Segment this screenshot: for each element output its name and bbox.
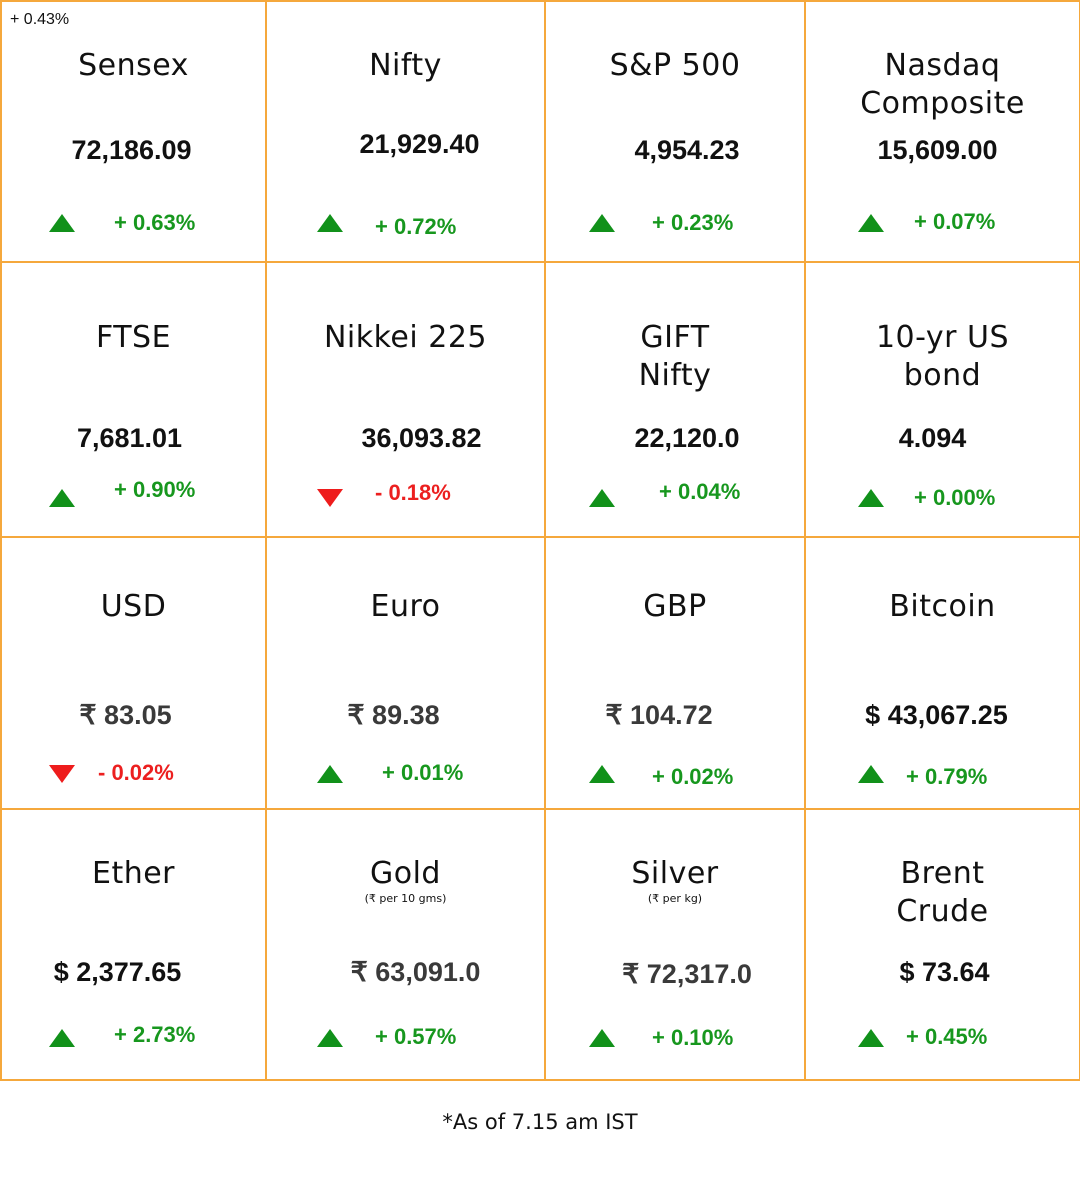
up-arrow-icon	[49, 1029, 75, 1047]
percent-change: + 0.10%	[652, 1025, 734, 1050]
percent-change: + 0.04%	[659, 479, 741, 504]
percent-change: + 0.00%	[914, 485, 996, 510]
instrument-name: USD	[100, 589, 167, 624]
market-tile: Silver (₹ per kg) ₹ 72,317.0 + 0.10%	[544, 808, 806, 1081]
market-tile: Brent Crude $ 73.64 + 0.45%	[804, 808, 1080, 1081]
instrument-value: ₹ 104.72	[605, 700, 713, 730]
market-grid: Sensex 72,186.09 + 0.63% Nifty 21,929.40 + 0.…	[0, 0, 1080, 1081]
instrument-name: Ether	[91, 856, 176, 891]
market-tile: GBP ₹ 104.72 + 0.02%	[544, 536, 806, 810]
up-arrow-icon	[858, 214, 884, 232]
up-arrow-icon	[589, 765, 615, 783]
instrument-value: 21,929.40	[359, 129, 480, 159]
up-arrow-icon	[317, 765, 343, 783]
instrument-value: 15,609.00	[877, 135, 998, 165]
up-arrow-icon	[858, 765, 884, 783]
instrument-name: Nasdaq Composite	[860, 48, 1025, 121]
market-tile: S&P 500 4,954.23 + 0.23%	[544, 0, 806, 263]
instrument-name: Gold	[370, 856, 441, 891]
timestamp-footnote: *As of 7.15 am IST	[442, 1110, 638, 1134]
instrument-name: S&P 500	[609, 48, 741, 83]
down-arrow-icon	[49, 765, 75, 783]
instrument-value: $ 73.64	[899, 957, 990, 987]
percent-change: + 0.90%	[114, 477, 196, 502]
instrument-name: Brent Crude	[896, 856, 989, 929]
stray-change-label: + 0.43%	[10, 11, 70, 28]
market-tile: Ether $ 2,377.65 + 2.73%	[0, 808, 267, 1081]
market-tile: USD ₹ 83.05 - 0.02%	[0, 536, 267, 810]
instrument-value: ₹ 63,091.0	[350, 957, 481, 987]
instrument-name: Nifty	[369, 48, 442, 83]
instrument-name: Silver	[631, 856, 719, 891]
market-tile: Gold (₹ per 10 gms) ₹ 63,091.0 + 0.57%	[265, 808, 546, 1081]
instrument-name: Nikkei 225	[323, 320, 488, 355]
percent-change: + 0.63%	[114, 210, 196, 235]
instrument-value: $ 2,377.65	[53, 957, 182, 987]
percent-change: + 2.73%	[114, 1022, 196, 1047]
percent-change: + 0.45%	[906, 1024, 988, 1049]
up-arrow-icon	[49, 214, 75, 232]
market-tile: Bitcoin $ 43,067.25 + 0.79%	[804, 536, 1080, 810]
instrument-value: 4,954.23	[634, 135, 740, 165]
instrument-value: 36,093.82	[361, 423, 482, 453]
market-tile: 10-yr US bond 4.094 + 0.00%	[804, 261, 1080, 538]
market-tile: Sensex 72,186.09 + 0.63%	[0, 0, 267, 263]
up-arrow-icon	[858, 1029, 884, 1047]
instrument-value: 72,186.09	[71, 135, 192, 165]
instrument-value: ₹ 72,317.0	[622, 959, 752, 989]
percent-change: + 0.79%	[906, 764, 988, 789]
instrument-name: Euro	[370, 589, 441, 624]
market-tile: Nikkei 225 36,093.82 - 0.18%	[265, 261, 546, 538]
instrument-name: GIFT Nifty	[638, 320, 712, 393]
up-arrow-icon	[589, 1029, 615, 1047]
unit-note: (₹ per kg)	[647, 892, 703, 905]
percent-change: + 0.02%	[652, 764, 734, 789]
percent-change: + 0.01%	[382, 760, 464, 785]
percent-change: + 0.72%	[375, 214, 457, 239]
instrument-value: ₹ 83.05	[79, 700, 172, 730]
instrument-name: Bitcoin	[889, 589, 996, 624]
instrument-name: Sensex	[78, 48, 189, 83]
instrument-value: 22,120.0	[634, 423, 740, 453]
percent-change: - 0.18%	[375, 480, 451, 505]
instrument-name: 10-yr US bond	[875, 320, 1010, 393]
instrument-value: ₹ 89.38	[347, 700, 440, 730]
up-arrow-icon	[858, 489, 884, 507]
instrument-name: GBP	[643, 589, 707, 624]
percent-change: + 0.57%	[375, 1024, 457, 1049]
instrument-value: $ 43,067.25	[865, 700, 1008, 730]
market-tile: Nifty 21,929.40 + 0.72%	[265, 0, 546, 263]
up-arrow-icon	[49, 489, 75, 507]
percent-change: - 0.02%	[98, 760, 174, 785]
up-arrow-icon	[589, 214, 615, 232]
instrument-value: 7,681.01	[76, 423, 183, 453]
up-arrow-icon	[317, 214, 343, 232]
down-arrow-icon	[317, 489, 343, 507]
market-tile: GIFT Nifty 22,120.0 + 0.04%	[544, 261, 806, 538]
market-tile: Nasdaq Composite 15,609.00 + 0.07%	[804, 0, 1080, 263]
percent-change: + 0.23%	[652, 210, 734, 235]
instrument-name: FTSE	[95, 320, 172, 355]
up-arrow-icon	[317, 1029, 343, 1047]
up-arrow-icon	[589, 489, 615, 507]
instrument-value: 4.094	[898, 423, 967, 453]
percent-change: + 0.07%	[914, 209, 996, 234]
market-tile: FTSE 7,681.01 + 0.90%	[0, 261, 267, 538]
unit-note: (₹ per 10 gms)	[364, 892, 447, 905]
market-tile: Euro ₹ 89.38 + 0.01%	[265, 536, 546, 810]
